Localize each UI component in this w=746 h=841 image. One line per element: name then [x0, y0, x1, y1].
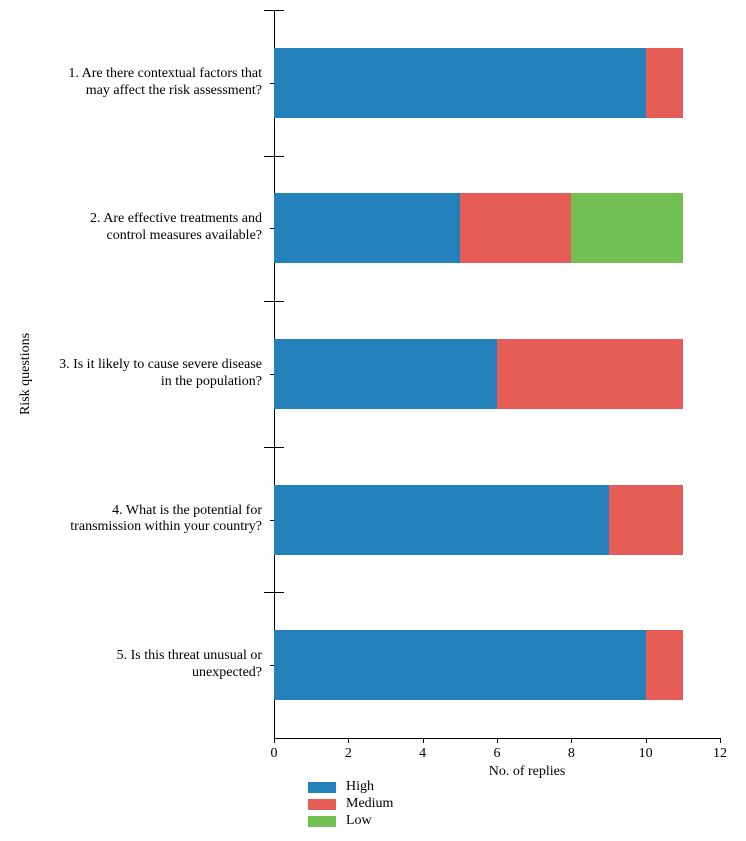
legend-label: Medium [346, 796, 393, 812]
x-tick-label: 2 [345, 746, 352, 762]
x-tick [720, 738, 721, 743]
category-label: 4. What is the potential fortransmission… [22, 503, 262, 537]
bar-segment [571, 193, 683, 263]
x-tick-label: 4 [419, 746, 426, 762]
bar-segment [274, 630, 646, 700]
category-label: 3. Is it likely to cause severe diseasei… [22, 357, 262, 391]
x-tick [423, 738, 424, 743]
category-label: 5. Is this threat unusual orunexpected? [22, 648, 262, 682]
category-label: 1. Are there contextual factors thatmay … [22, 66, 262, 100]
bar-segment [460, 193, 572, 263]
bar-segment [274, 485, 609, 555]
legend-swatch [308, 782, 336, 793]
x-tick [348, 738, 349, 743]
category-boundary-tick [264, 156, 284, 157]
bar-segment [274, 339, 497, 409]
x-tick [497, 738, 498, 743]
x-tick [274, 738, 275, 743]
bar-segment [497, 339, 683, 409]
legend-label: Low [346, 813, 372, 829]
legend-swatch [308, 816, 336, 827]
x-tick-label: 8 [568, 746, 575, 762]
x-tick [646, 738, 647, 743]
bar-segment [646, 630, 683, 700]
category-label: 2. Are effective treatments andcontrol m… [22, 212, 262, 246]
legend-label: High [346, 779, 374, 795]
bar-segment [274, 193, 460, 263]
x-tick-label: 10 [639, 746, 653, 762]
bar-segment [646, 48, 683, 118]
category-boundary-tick [264, 447, 284, 448]
category-boundary-tick [264, 301, 284, 302]
bar-segment [609, 485, 683, 555]
category-boundary-tick [264, 10, 284, 11]
x-axis-label: No. of replies [489, 764, 566, 780]
bar-segment [274, 48, 646, 118]
x-tick [571, 738, 572, 743]
legend-swatch [308, 799, 336, 810]
x-tick-label: 12 [713, 746, 727, 762]
x-tick-label: 6 [494, 746, 501, 762]
x-tick-label: 0 [271, 746, 278, 762]
category-boundary-tick [264, 592, 284, 593]
chart-container: Risk questions No. of replies 0246810121… [0, 0, 746, 841]
